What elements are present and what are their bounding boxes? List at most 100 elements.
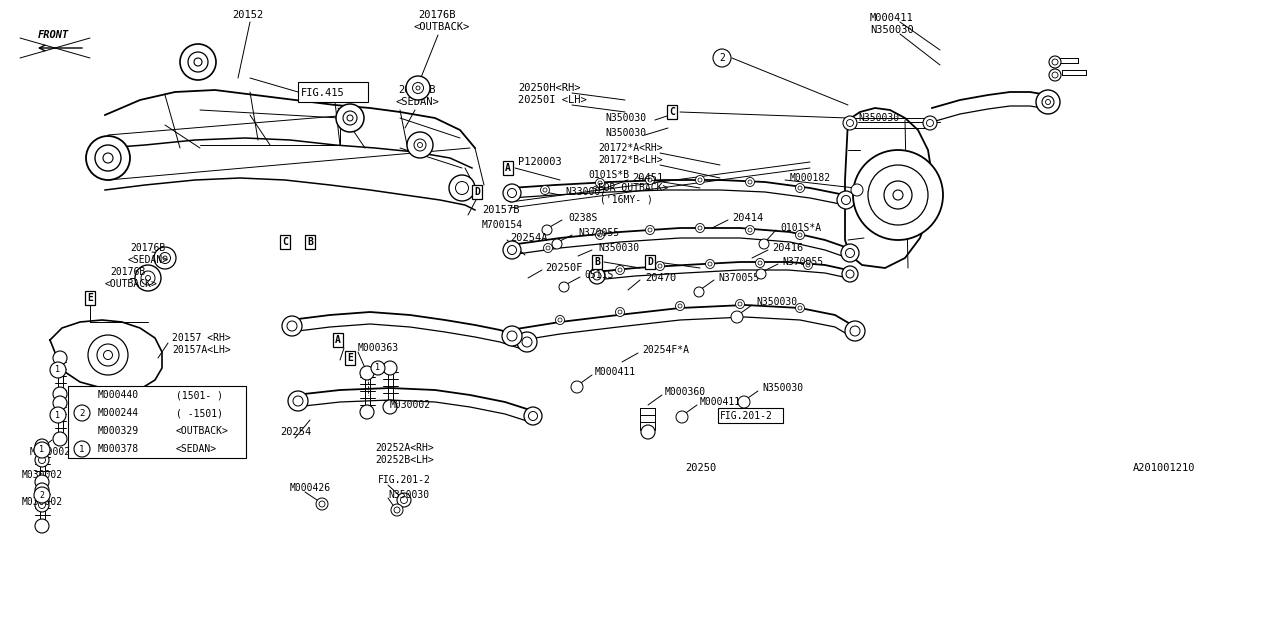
Text: FIG.201-2: FIG.201-2 [378, 475, 431, 485]
Circle shape [95, 145, 122, 171]
Circle shape [282, 316, 302, 336]
Text: 20252B<LH>: 20252B<LH> [375, 455, 434, 465]
Text: N350030: N350030 [756, 297, 797, 307]
Circle shape [558, 318, 562, 322]
Circle shape [416, 86, 420, 90]
Text: 20157 <RH>: 20157 <RH> [172, 333, 230, 343]
Text: M000426: M000426 [291, 483, 332, 493]
Circle shape [35, 519, 49, 533]
Circle shape [35, 487, 50, 503]
Text: N350030: N350030 [598, 243, 639, 253]
Circle shape [755, 259, 764, 268]
Circle shape [287, 321, 297, 331]
Text: <OUTBACK>: <OUTBACK> [177, 426, 229, 436]
Text: 1: 1 [55, 365, 60, 374]
Circle shape [1050, 69, 1061, 81]
Circle shape [316, 498, 328, 510]
Circle shape [134, 265, 161, 291]
Text: 20176B: 20176B [131, 243, 165, 253]
Text: N370055: N370055 [782, 257, 823, 267]
Text: M000411: M000411 [595, 367, 636, 377]
Circle shape [678, 304, 682, 308]
Text: M030002: M030002 [390, 400, 431, 410]
Circle shape [695, 223, 704, 232]
Circle shape [698, 178, 701, 182]
Circle shape [571, 381, 582, 393]
Circle shape [616, 307, 625, 317]
Text: 20254A: 20254A [509, 233, 548, 243]
Circle shape [868, 165, 928, 225]
Circle shape [50, 407, 67, 423]
Circle shape [522, 337, 532, 347]
Text: 1: 1 [375, 364, 380, 372]
Circle shape [371, 361, 385, 375]
Circle shape [38, 502, 46, 509]
Circle shape [417, 143, 422, 147]
Text: 20250H<RH>: 20250H<RH> [518, 83, 581, 93]
Circle shape [543, 188, 547, 192]
Circle shape [50, 362, 67, 378]
Bar [298, 82, 369, 102]
Text: M000411: M000411 [700, 397, 741, 407]
Circle shape [406, 76, 430, 100]
Circle shape [401, 497, 407, 504]
Circle shape [35, 475, 49, 489]
Text: FIG.415: FIG.415 [301, 88, 344, 98]
Circle shape [845, 321, 865, 341]
Circle shape [645, 175, 654, 184]
Text: 1: 1 [55, 410, 60, 419]
Text: 20157B: 20157B [483, 205, 520, 215]
Circle shape [347, 115, 353, 121]
Bar [718, 408, 783, 423]
Text: 0238S: 0238S [568, 213, 598, 223]
Circle shape [756, 269, 765, 279]
Text: M000363: M000363 [358, 343, 399, 353]
Circle shape [449, 175, 475, 201]
Circle shape [160, 253, 170, 264]
Circle shape [360, 366, 374, 380]
Circle shape [102, 153, 113, 163]
Circle shape [1046, 99, 1051, 104]
Circle shape [540, 186, 549, 195]
Circle shape [837, 191, 855, 209]
Text: N370055: N370055 [579, 228, 620, 238]
Circle shape [758, 261, 762, 265]
Text: E: E [87, 293, 93, 303]
Circle shape [618, 268, 622, 272]
Text: 20176B: 20176B [110, 267, 145, 277]
Circle shape [648, 228, 652, 232]
Text: <SEDAN>: <SEDAN> [177, 444, 218, 454]
Text: M000440: M000440 [99, 390, 140, 400]
Text: 1: 1 [40, 445, 45, 454]
Circle shape [517, 332, 538, 352]
Circle shape [893, 190, 902, 200]
Text: <SEDAN>: <SEDAN> [128, 255, 169, 265]
Text: 20176B: 20176B [398, 85, 435, 95]
Circle shape [529, 412, 538, 420]
Text: 20451: 20451 [632, 173, 663, 183]
Circle shape [1050, 56, 1061, 68]
Text: P120003: P120003 [518, 157, 562, 167]
Circle shape [74, 441, 90, 457]
Circle shape [1052, 59, 1059, 65]
Circle shape [676, 411, 689, 423]
Circle shape [745, 225, 754, 234]
Text: D: D [648, 257, 653, 267]
Bar [68, 386, 246, 458]
Circle shape [524, 407, 541, 425]
Circle shape [655, 262, 664, 271]
Circle shape [86, 136, 131, 180]
Text: M000411: M000411 [870, 13, 914, 23]
Text: N350030: N350030 [858, 113, 899, 123]
Circle shape [507, 331, 517, 341]
Text: <OUTBACK>: <OUTBACK> [105, 279, 157, 289]
Text: 20157A<LH>: 20157A<LH> [172, 345, 230, 355]
Circle shape [552, 239, 562, 249]
Circle shape [104, 351, 113, 360]
Text: FIG.201-2: FIG.201-2 [719, 411, 773, 421]
Text: <FOR OUTBACK>: <FOR OUTBACK> [591, 183, 668, 193]
Circle shape [698, 226, 701, 230]
Circle shape [804, 260, 813, 269]
Circle shape [795, 184, 805, 193]
Text: A: A [506, 163, 511, 173]
